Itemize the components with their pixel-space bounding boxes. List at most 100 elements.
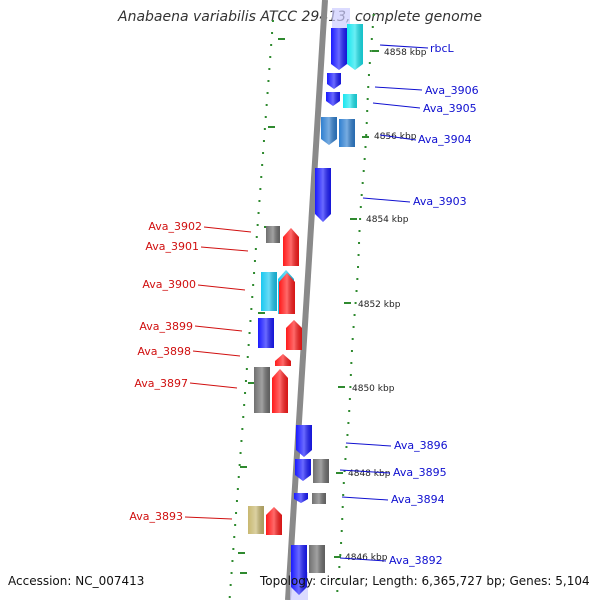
scale-dot [347, 422, 350, 424]
gene-label-ava-3896[interactable]: Ava_3896 [394, 439, 448, 452]
position-label: 4850 kbp [352, 384, 395, 394]
scale-dot [337, 578, 340, 580]
scale-dot [359, 206, 362, 208]
scale-dot [252, 284, 255, 286]
scale-dot [256, 224, 259, 226]
scale-dot [344, 458, 347, 460]
scale-dot [340, 542, 343, 544]
gene-glyph-shading [283, 228, 299, 266]
gene-label-ava-3901[interactable]: Ava_3901 [145, 240, 199, 253]
gene-track [248, 24, 363, 595]
accession-text: Accession: NC_007413 [8, 574, 145, 588]
scale-dot [229, 584, 232, 586]
gene-glyph-shading [315, 168, 331, 222]
scale-dot [345, 446, 348, 448]
scale-dot [234, 524, 237, 526]
scale-dot [352, 326, 355, 328]
gene-label-ava-3894[interactable]: Ava_3894 [391, 493, 445, 506]
gene-glyph-shading [331, 28, 347, 70]
gene-label-ava-3903[interactable]: Ava_3903 [413, 195, 467, 208]
gene-label-ava-3893[interactable]: Ava_3893 [129, 510, 183, 523]
scale-dot [353, 314, 356, 316]
scale-dot [354, 302, 357, 304]
scale-dot [341, 518, 344, 520]
gene-label-ava-3899[interactable]: Ava_3899 [139, 320, 193, 333]
scale-dash [372, 50, 379, 52]
gene-label-rbcl[interactable]: rbcL [430, 42, 455, 55]
gene-glyph-shading [272, 369, 288, 413]
gene-glyph-shading [295, 459, 311, 481]
genome-title: Anabaena variabilis ATCC 29413, complete… [118, 9, 482, 25]
scale-dot [366, 110, 369, 112]
scale-dot [240, 440, 243, 442]
scale-dot [369, 50, 372, 52]
scale-dot [253, 260, 256, 262]
scale-dot [357, 254, 360, 256]
scale-dot [365, 122, 368, 124]
scale-dash [278, 38, 285, 40]
gene-label-ava-3906[interactable]: Ava_3906 [425, 84, 479, 97]
scale-dot [340, 530, 343, 532]
scale-dot [271, 32, 274, 34]
scale-dot [269, 56, 272, 58]
scale-dot [251, 296, 254, 298]
scale-dot [247, 344, 250, 346]
gene-label-ava-3892[interactable]: Ava_3892 [389, 554, 443, 567]
scale-dot [372, 14, 375, 16]
gene-glyph-shading [294, 493, 308, 503]
gene-label-ava-3902[interactable]: Ava_3902 [148, 220, 202, 233]
gene-label-ava-3898[interactable]: Ava_3898 [137, 345, 191, 358]
scale-dot [346, 434, 349, 436]
gene-label-ava-3904[interactable]: Ava_3904 [418, 133, 472, 146]
scale-dot [358, 230, 361, 232]
gene-glyph-shading [343, 94, 357, 108]
scale-dot [257, 212, 260, 214]
scale-dot [236, 488, 239, 490]
gene-leader-line [372, 102, 421, 109]
position-label: 4848 kbp [348, 469, 391, 479]
gene-glyph-shading [327, 73, 341, 89]
scale-dash [336, 472, 343, 474]
scale-dot [363, 158, 366, 160]
gene-glyph-shading [312, 493, 326, 504]
selection-highlight [332, 8, 350, 30]
scale-dot [230, 572, 233, 574]
gene-label-ava-3895[interactable]: Ava_3895 [393, 466, 447, 479]
scale-dot [359, 218, 362, 220]
gene-label-ava-3900[interactable]: Ava_3900 [142, 278, 196, 291]
scale-dash [350, 218, 357, 220]
scale-dot [357, 266, 360, 268]
scale-dot [239, 452, 242, 454]
scale-dot [351, 338, 354, 340]
gene-glyph-shading [275, 354, 291, 366]
gene-label-ava-3897[interactable]: Ava_3897 [134, 377, 188, 390]
gene-leader-line [203, 226, 252, 233]
scale-dot [267, 80, 270, 82]
scale-dot [362, 170, 365, 172]
scale-dot [254, 248, 257, 250]
scale-dot [349, 386, 352, 388]
scale-dash [258, 312, 265, 314]
gene-leader-line [374, 86, 423, 91]
gene-leader-line [379, 44, 429, 49]
scale-dot [358, 242, 361, 244]
scale-dot [264, 116, 267, 118]
scale-dot [266, 92, 269, 94]
gene-glyph-shading [248, 506, 264, 534]
scale-dot [250, 308, 253, 310]
position-label: 4858 kbp [384, 48, 427, 58]
scale-dot [253, 272, 256, 274]
scale-dot [348, 398, 351, 400]
gene-label-ava-3905[interactable]: Ava_3905 [423, 102, 477, 115]
gene-leader-line [197, 284, 246, 291]
scale-dot [360, 194, 363, 196]
scale-dot [368, 62, 371, 64]
scale-dot [265, 104, 268, 106]
genome-backbone [285, 0, 328, 600]
gene-glyph-shading [291, 545, 307, 595]
scale-dot [232, 548, 235, 550]
scale-dot [343, 470, 346, 472]
scale-dot [238, 464, 241, 466]
